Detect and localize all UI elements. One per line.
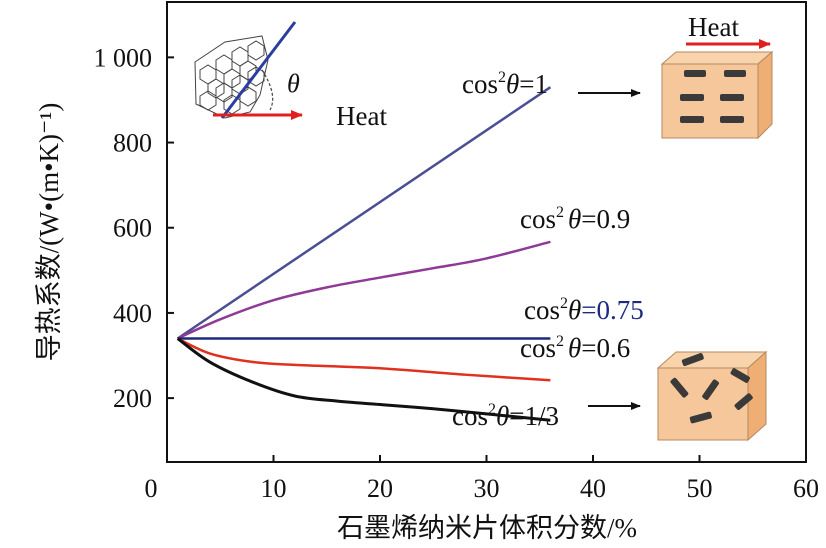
label-cos13: cos2θ=1/3 <box>452 401 559 431</box>
y-tick-label: 200 <box>113 384 152 413</box>
x-tick-label: 30 <box>474 474 500 503</box>
label-cos09: cos2 θ=0.9 <box>520 204 630 234</box>
random-flakes <box>670 353 753 424</box>
y-tick-label: 1 000 <box>94 43 153 72</box>
y-tick-label: 800 <box>113 129 152 158</box>
graphene-lattice-icon <box>194 35 269 119</box>
x-axis-title: 石墨烯纳米片体积分数/% <box>337 513 637 543</box>
box2-top-face <box>656 351 768 369</box>
series-layer <box>176 86 552 422</box>
box-side-face <box>757 50 773 140</box>
label-cos075: cos2θ=0.75 <box>524 295 644 325</box>
label-cos1: cos2θ=1 <box>462 69 548 99</box>
theta-label: θ <box>287 69 300 98</box>
box-top-face <box>660 51 774 65</box>
heat-label-top: Heat <box>688 12 739 42</box>
aligned-flakes <box>680 70 746 123</box>
x-tick-label: 60 <box>793 474 819 503</box>
label-cos06: cos2 θ=0.6 <box>520 333 630 363</box>
x-axis-ticks: 0 10 20 30 40 50 60 <box>145 455 819 503</box>
box2-front-face <box>657 367 749 441</box>
y-axis-ticks: 200 400 600 800 1 000 <box>94 43 174 413</box>
y-tick-label: 400 <box>113 299 152 328</box>
x-tick-label: 10 <box>261 474 287 503</box>
y-tick-label: 600 <box>113 214 152 243</box>
sheet-normal-line <box>220 21 297 119</box>
x-tick-label: 20 <box>367 474 393 503</box>
y-axis-title: 导热系数/(W•(m•K)⁻¹) <box>34 103 64 362</box>
heat-label-inset: Heat <box>336 101 387 131</box>
x-tick-label: 50 <box>687 474 713 503</box>
series-line-3 <box>177 337 551 382</box>
random-flakes-box <box>656 350 768 442</box>
series-line-0 <box>176 86 552 340</box>
series-line-4 <box>176 337 551 422</box>
aligned-flakes-box: Heat <box>660 12 774 140</box>
x-tick-label: 0 <box>145 474 158 503</box>
series-line-1 <box>177 240 551 340</box>
x-tick-label: 40 <box>580 474 606 503</box>
graphene-sheet-inset: θ Heat <box>194 21 387 131</box>
